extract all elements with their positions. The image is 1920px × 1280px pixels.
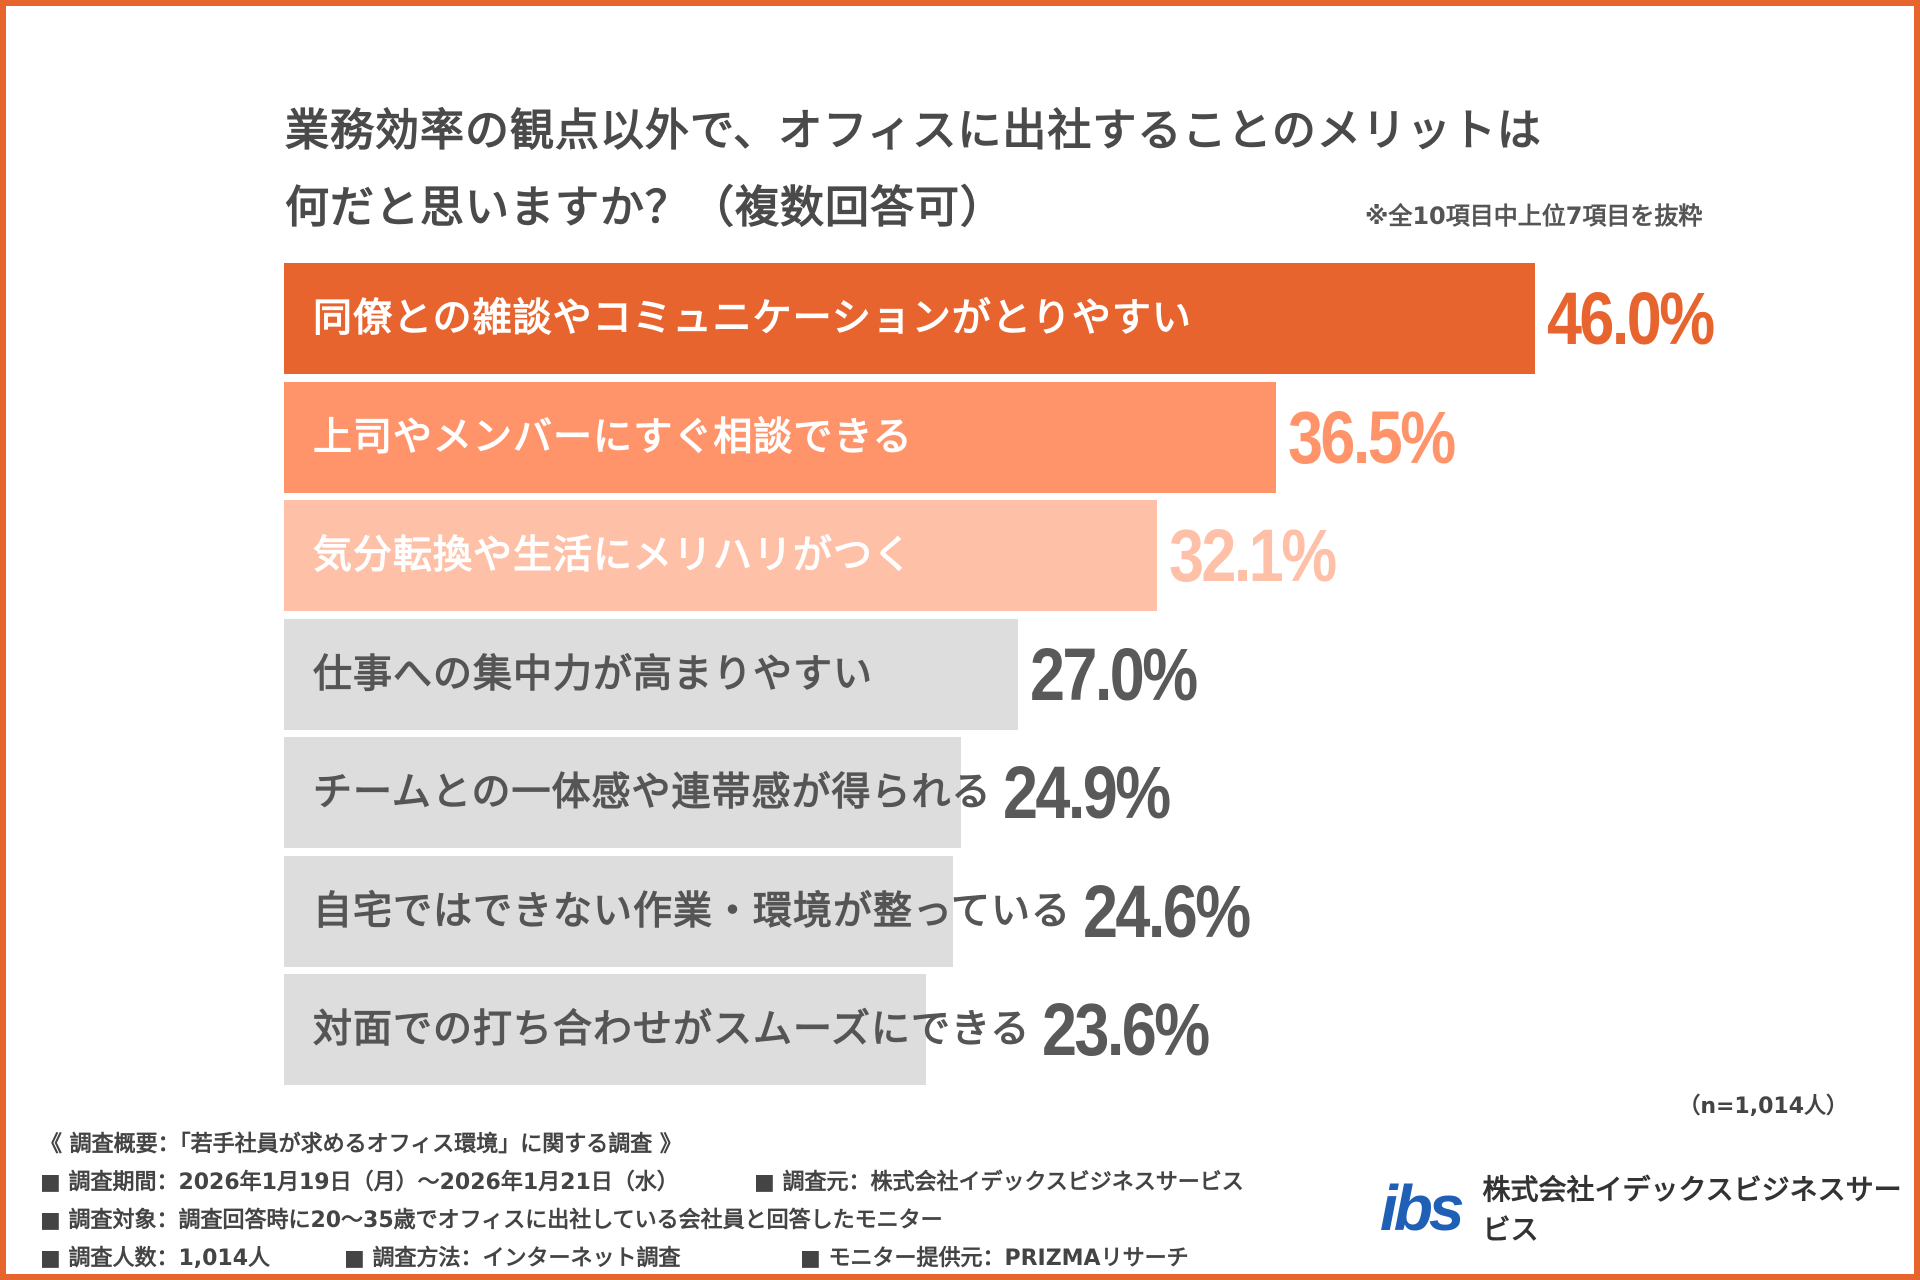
value-label: 24.9% (1003, 751, 1171, 834)
survey-target: ■ 調査対象：調査回答時に20～35歳でオフィスに出社している会社員と回答したモ… (40, 1208, 943, 1233)
logo-mark: ibs (1380, 1172, 1464, 1244)
survey-count: ■ 調査人数：1,014人 (40, 1246, 271, 1271)
company-logo: ibs 株式会社イデックスビジネスサービス (1380, 1168, 1920, 1248)
bar (284, 500, 1157, 611)
bar-label: 自宅ではできない作業・環境が整っている (313, 888, 1072, 934)
bar (284, 618, 1019, 730)
logo-company-name: 株式会社イデックスビジネスサービス (1482, 1173, 1902, 1246)
bar (284, 263, 1535, 374)
value-label: 46.0% (1546, 277, 1715, 360)
survey-heading: 《 調査概要：「若手社員が求めるオフィス環境」に関する調査 》 (40, 1132, 682, 1157)
survey-provider: ■ モニター提供元：PRIZMAリサーチ (800, 1246, 1189, 1271)
bar-label: チームとの一体感や連帯感が得られる (313, 770, 992, 815)
bar-label: 上司やメンバーにすぐ相談できる (313, 414, 913, 460)
chart-title-line-2: 何だと思いますか？（複数回答可） (285, 182, 1005, 233)
bar-label: 対面での打ち合わせがスムーズにできる (313, 1007, 1031, 1052)
chart-note: ※全10項目中上位7項目を抜粋 (1365, 202, 1703, 230)
value-label: 36.5% (1288, 395, 1456, 479)
survey-period: ■ 調査期間：2026年1月19日（月）～2026年1月21日（水） (40, 1170, 679, 1195)
chart-title-line-1: 業務効率の観点以外で、オフィスに出社することのメリットは (285, 105, 1542, 156)
bar-label: 仕事への集中力が高まりやすい (313, 651, 874, 697)
survey-method: ■ 調査方法：インターネット調査 (344, 1246, 681, 1271)
value-label: 27.0% (1030, 632, 1198, 716)
bar (284, 974, 926, 1085)
bar (284, 381, 1277, 493)
survey-source: ■ 調査元：株式会社イデックスビジネスサービス (754, 1170, 1244, 1195)
bar (284, 737, 962, 848)
bar (284, 855, 953, 967)
value-label: 32.1% (1168, 514, 1337, 597)
bar-label: 同僚との雑談やコミュニケーションがとりやすい (313, 296, 1192, 341)
value-label: 23.6% (1042, 988, 1210, 1071)
sample-size: （n=1,014人） (1678, 1094, 1848, 1119)
value-label: 24.6% (1083, 869, 1251, 953)
bar-label: 気分転換や生活にメリハリがつく (313, 533, 914, 578)
